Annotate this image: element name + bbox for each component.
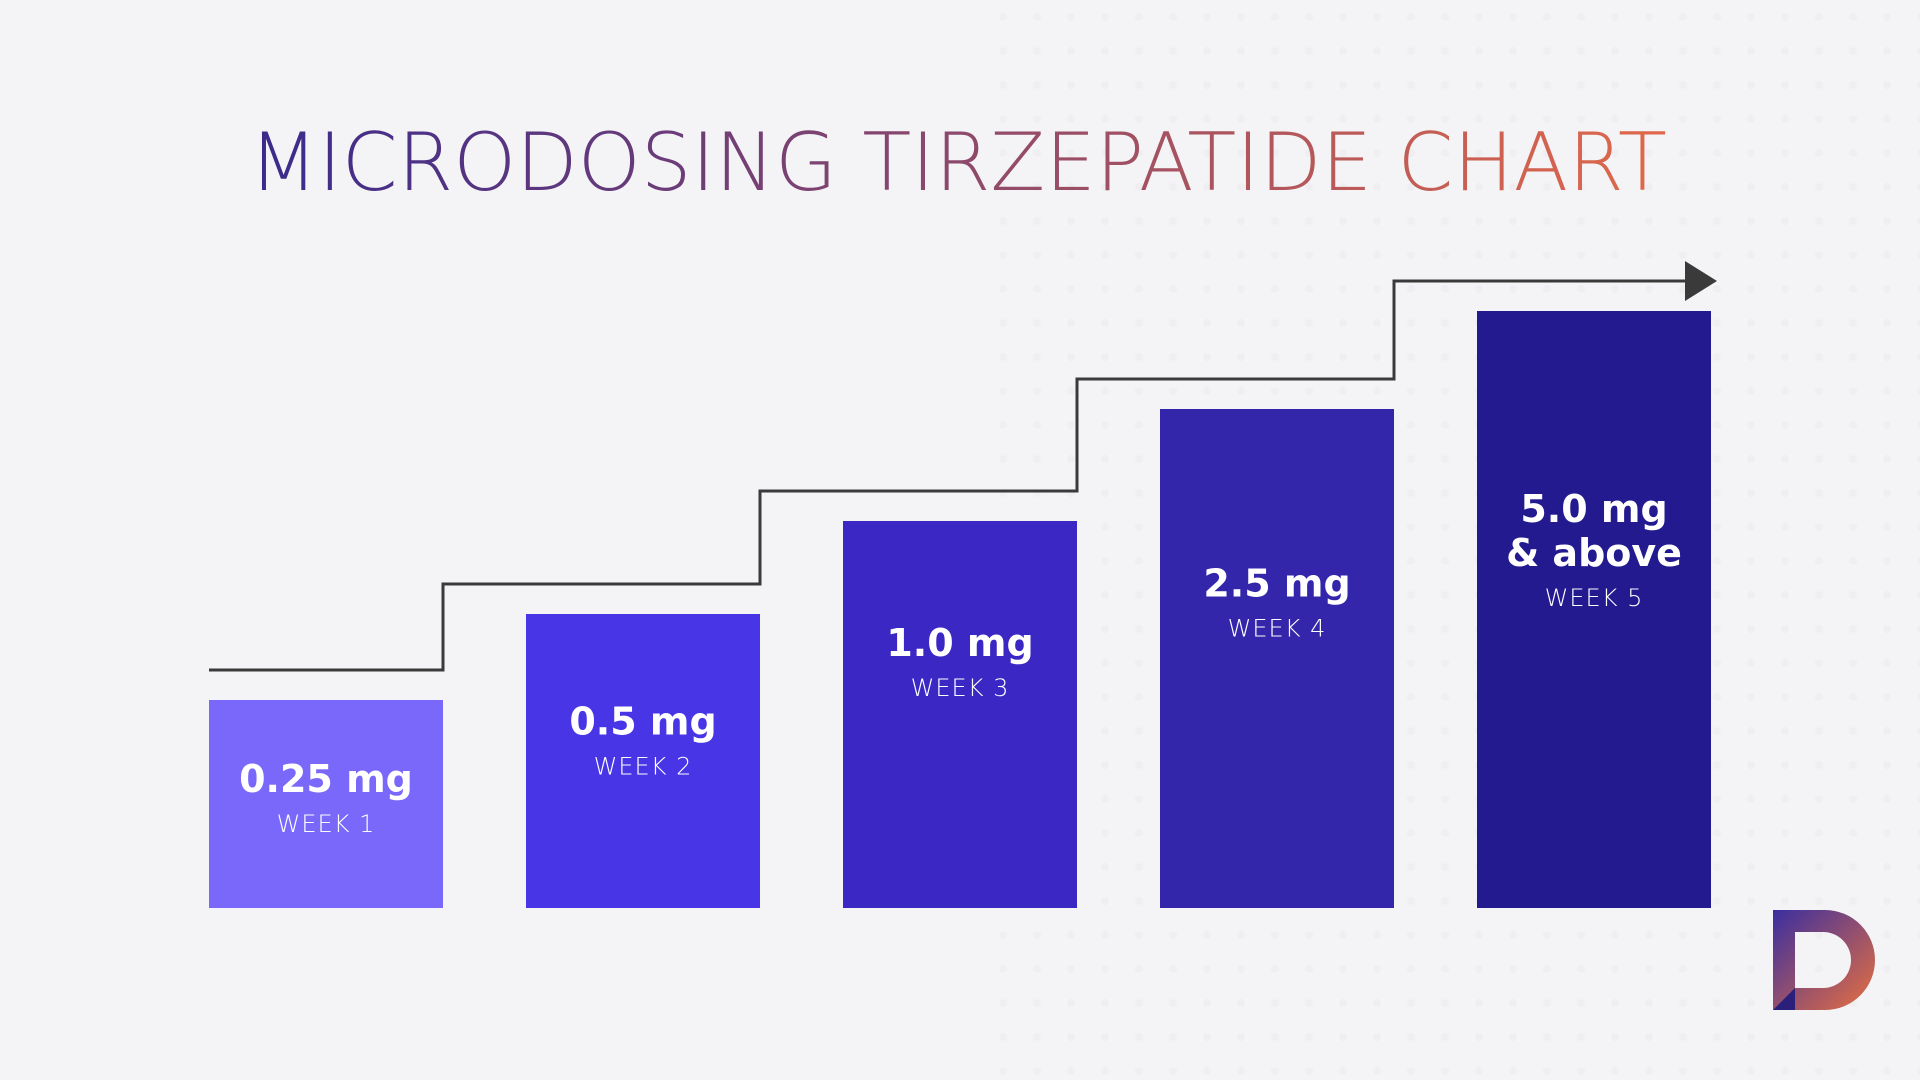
bar-week-label: WEEK 4	[1228, 615, 1327, 643]
step-progression-line	[209, 279, 1711, 672]
bar-week-label: WEEK 5	[1545, 584, 1644, 612]
bar-week-5	[1477, 311, 1711, 908]
bar-value-label: & above	[1506, 531, 1682, 575]
bar-value-label: 2.5 mg	[1203, 562, 1350, 606]
background-dot-pattern	[1000, 0, 1920, 1080]
bar-week-3	[843, 521, 1077, 908]
brand-logo-accent	[1773, 988, 1795, 1010]
bar-value-label: 0.5 mg	[569, 699, 716, 743]
bars-group: 0.25 mg WEEK 1 0.5 mg WEEK 2 1.0 mg WEEK 3 2.5…	[209, 311, 1711, 908]
bar-value-label: 0.25 mg	[239, 757, 413, 801]
bar-value-label: 1.0 mg	[886, 621, 1033, 665]
bar-week-label: WEEK 3	[911, 674, 1010, 702]
bar-week-2	[526, 614, 760, 908]
brand-logo	[1773, 910, 1875, 1010]
bar-week-1	[209, 700, 443, 908]
bar-week-label: WEEK 2	[594, 752, 693, 780]
chart-title: MICRODOSING TIRZEPATIDE CHART	[249, 116, 1667, 209]
bar-value-label: 5.0 mg	[1520, 487, 1667, 531]
bar-week-label: WEEK 1	[277, 810, 376, 838]
arrow-right-icon	[1685, 261, 1717, 301]
bar-week-4	[1160, 409, 1394, 908]
brand-logo-icon	[1773, 910, 1875, 1010]
